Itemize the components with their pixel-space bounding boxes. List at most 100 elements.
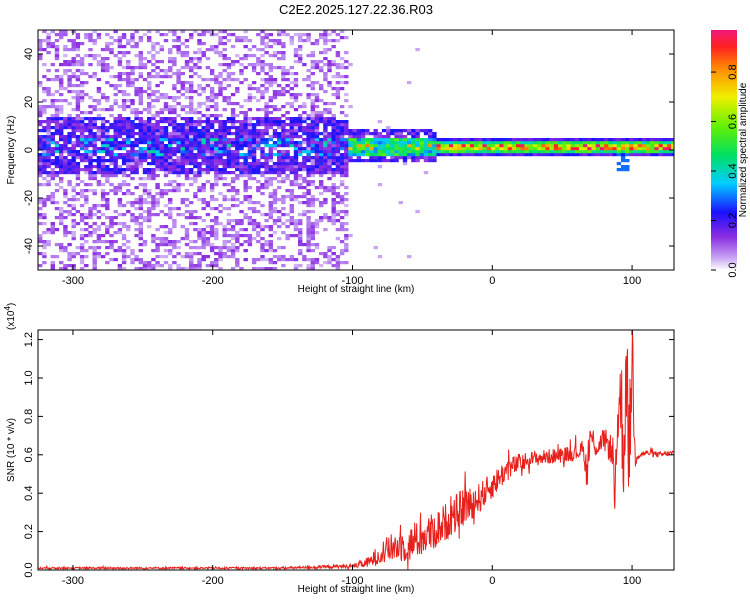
- heatmap-cell: [159, 141, 164, 145]
- heatmap-cell: [59, 126, 64, 130]
- heatmap-cell: [230, 126, 236, 130]
- heatmap-cell: [251, 135, 257, 139]
- heatmap-cell: [96, 90, 102, 94]
- heatmap-cell: [155, 156, 160, 160]
- heatmap-cell: [360, 129, 366, 133]
- heatmap-cell: [205, 243, 211, 247]
- heatmap-cell: [620, 141, 626, 145]
- heatmap-cell: [92, 165, 97, 169]
- heatmap-cell: [394, 159, 399, 163]
- heatmap-cell: [264, 240, 269, 244]
- heatmap-cell: [319, 132, 324, 136]
- heatmap-cell: [327, 261, 332, 265]
- heatmap-cell: [474, 138, 479, 142]
- heatmap-cell: [42, 198, 47, 202]
- heatmap-cell: [168, 171, 173, 175]
- heatmap-cell: [339, 135, 345, 139]
- heatmap-cell: [629, 138, 634, 142]
- heatmap-cell: [197, 252, 202, 256]
- heatmap-cell: [272, 90, 278, 94]
- heatmap-cell: [235, 222, 240, 226]
- heatmap-cell: [319, 69, 324, 73]
- heatmap-cell: [612, 150, 617, 154]
- heatmap-cell: [113, 171, 118, 175]
- heatmap-cell: [306, 192, 311, 196]
- heatmap-cell: [155, 264, 160, 268]
- heatmap-cell: [88, 39, 93, 43]
- heatmap-cell: [302, 213, 307, 217]
- heatmap-cell: [235, 240, 240, 244]
- heatmap-cell: [314, 222, 320, 226]
- heatmap-cell: [226, 255, 232, 259]
- heatmap-cell: [528, 141, 533, 145]
- heatmap-cell: [138, 147, 143, 151]
- heatmap-cell: [42, 30, 47, 34]
- heatmap-cell: [163, 237, 169, 241]
- heatmap-cell: [50, 141, 55, 145]
- heatmap-cell: [105, 99, 110, 103]
- heatmap-cell: [541, 141, 546, 145]
- heatmap-cell: [222, 36, 227, 40]
- heatmap-cell: [339, 129, 345, 133]
- heatmap-cell: [142, 63, 148, 67]
- heatmap-cell: [394, 144, 399, 148]
- heatmap-cell: [348, 153, 353, 157]
- heatmap-cell: [461, 141, 466, 145]
- heatmap-cell: [155, 261, 160, 265]
- heatmap-cell: [168, 105, 173, 109]
- heatmap-cell: [260, 48, 265, 52]
- heatmap-cell: [100, 222, 106, 226]
- heatmap-cell: [260, 123, 265, 127]
- heatmap-cell: [465, 138, 471, 142]
- heatmap-cell: [180, 156, 185, 160]
- heatmap-cell: [499, 147, 504, 151]
- heatmap-cell: [226, 153, 232, 157]
- heatmap-cell: [306, 237, 311, 241]
- heatmap-cell: [386, 129, 391, 133]
- heatmap-cell: [189, 108, 194, 112]
- heatmap-cell: [327, 117, 332, 121]
- heatmap-cell: [189, 168, 194, 172]
- heatmap-cell: [126, 66, 131, 70]
- heatmap-cell: [214, 108, 219, 112]
- heatmap-cell: [134, 228, 139, 232]
- heatmap-cell: [281, 198, 286, 202]
- heatmap-cell: [79, 189, 85, 193]
- heatmap-cell: [281, 255, 286, 259]
- heatmap-cell: [293, 126, 299, 130]
- heatmap-cell: [503, 153, 508, 157]
- heatmap-cell: [251, 147, 257, 151]
- heatmap-cell: [335, 267, 341, 270]
- heatmap-cell: [138, 153, 143, 157]
- heatmap-cell: [226, 213, 232, 217]
- heatmap-cell: [168, 165, 173, 169]
- heatmap-cell: [88, 150, 93, 154]
- heatmap-cell: [327, 69, 332, 73]
- heatmap-cell: [314, 60, 320, 64]
- heatmap-cell: [314, 135, 320, 139]
- heatmap-cell: [117, 90, 123, 94]
- heatmap-cell: [117, 72, 123, 76]
- heatmap-cell: [38, 207, 43, 211]
- heatmap-cell: [306, 204, 311, 208]
- heatmap-cell: [365, 153, 370, 157]
- heatmap-cell: [151, 171, 156, 175]
- heatmap-cell: [495, 138, 500, 142]
- heatmap-cell: [130, 69, 135, 73]
- heatmap-cell: [331, 192, 336, 196]
- heatmap-cell: [59, 138, 64, 142]
- heatmap-cell: [189, 66, 194, 70]
- heatmap-cell: [616, 162, 622, 166]
- heatmap-cell: [134, 132, 139, 136]
- heatmap-cell: [180, 42, 185, 46]
- heatmap-cell: [172, 87, 177, 91]
- heatmap-cell: [163, 156, 169, 160]
- heatmap-cell: [92, 240, 97, 244]
- heatmap-cell: [197, 123, 202, 127]
- heatmap-cell: [88, 177, 93, 181]
- heatmap-cell: [126, 246, 131, 250]
- heatmap-cell: [260, 258, 265, 262]
- heatmap-cell: [205, 255, 211, 259]
- heatmap-cell: [126, 162, 131, 166]
- heatmap-cell: [289, 162, 294, 166]
